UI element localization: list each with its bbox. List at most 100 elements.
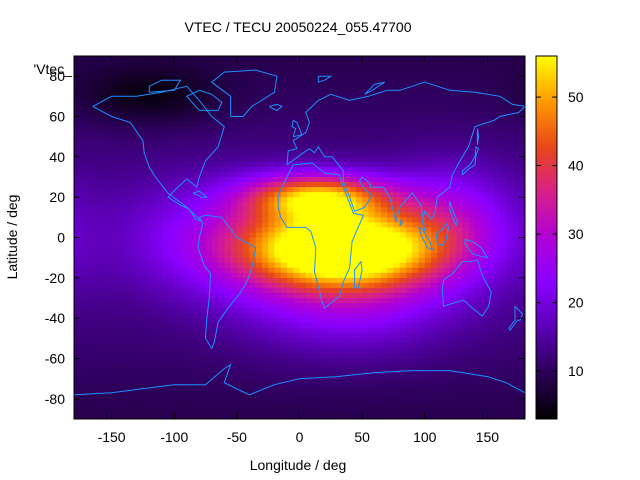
heat-cell: [424, 116, 432, 123]
heat-cell: [261, 207, 269, 213]
heat-cell: [499, 328, 507, 334]
heat-cell: [506, 393, 514, 400]
heat-cell: [261, 71, 269, 77]
heat-cell: [105, 298, 113, 304]
heat-cell: [180, 227, 188, 234]
heat-cell: [86, 96, 94, 102]
heat-cell: [130, 227, 138, 234]
heat-cell: [211, 398, 219, 405]
heat-cell: [74, 222, 81, 229]
heat-cell: [130, 267, 138, 274]
heat-cell: [149, 368, 157, 375]
heat-cell: [518, 358, 525, 365]
heat-cell: [99, 212, 106, 218]
heat-cell: [111, 388, 119, 395]
heat-cell: [499, 308, 507, 314]
heat-cell: [224, 121, 232, 128]
heat-cell: [443, 378, 451, 385]
heat-cell: [355, 237, 363, 244]
heat-cell: [92, 237, 100, 244]
heat-cell: [443, 121, 451, 128]
heat-cell: [249, 207, 257, 213]
heat-cell: [330, 207, 338, 213]
heat-cell: [468, 272, 476, 279]
heat-cell: [180, 146, 188, 153]
heat-cell: [431, 373, 438, 380]
heat-cell: [499, 313, 507, 319]
heat-cell: [437, 91, 445, 97]
heat-cell: [117, 318, 125, 324]
heat-cell: [99, 227, 106, 234]
heat-cell: [493, 136, 501, 143]
heat-cell: [199, 182, 207, 188]
heat-cell: [437, 177, 445, 183]
heat-cell: [236, 313, 244, 319]
heat-cell: [318, 398, 326, 405]
heat-cell: [142, 151, 150, 158]
heat-cell: [481, 303, 489, 309]
heat-cell: [243, 292, 250, 299]
heat-cell: [330, 121, 338, 128]
heat-cell: [499, 267, 507, 274]
heat-cell: [312, 388, 319, 395]
heat-cell: [299, 202, 307, 208]
heat-cell: [318, 121, 326, 128]
heat-cell: [349, 217, 357, 223]
heat-cell: [299, 323, 307, 329]
heat-cell: [130, 161, 138, 168]
heat-cell: [180, 197, 188, 203]
heat-cell: [312, 363, 319, 370]
heat-cell: [274, 323, 282, 329]
heat-cell: [92, 313, 100, 319]
heat-cell: [286, 187, 294, 193]
heat-cell: [462, 61, 470, 67]
heat-cell: [80, 56, 88, 62]
heat-cell: [393, 353, 401, 360]
heat-cell: [518, 363, 525, 370]
heat-cell: [205, 207, 213, 213]
heat-cell: [193, 368, 200, 375]
heat-cell: [92, 363, 100, 370]
heat-cell: [374, 292, 382, 299]
heat-cell: [193, 232, 200, 239]
heat-cell: [230, 76, 238, 82]
heat-cell: [136, 393, 144, 400]
heat-cell: [355, 358, 363, 365]
heat-cell: [243, 313, 250, 319]
heat-cell: [456, 353, 463, 360]
heat-cell: [462, 141, 470, 148]
heat-cell: [105, 328, 113, 334]
heat-cell: [224, 398, 232, 405]
heat-cell: [374, 126, 382, 133]
heat-cell: [343, 267, 351, 274]
heat-cell: [249, 136, 257, 143]
heat-cell: [299, 308, 307, 314]
heat-cell: [280, 222, 288, 229]
heat-cell: [330, 363, 338, 370]
heat-cell: [205, 252, 213, 259]
heat-cell: [368, 398, 376, 405]
heat-cell: [443, 217, 451, 223]
heat-cell: [161, 287, 169, 294]
heat-cell: [405, 277, 413, 284]
heat-cell: [355, 91, 363, 97]
heat-cell: [499, 252, 507, 259]
heat-cell: [437, 277, 445, 284]
heat-cell: [149, 313, 157, 319]
heat-cell: [380, 272, 388, 279]
heat-cell: [437, 222, 445, 229]
heat-cell: [180, 182, 188, 188]
heat-cell: [86, 141, 94, 148]
heat-cell: [261, 313, 269, 319]
heat-cell: [443, 318, 451, 324]
heat-cell: [261, 267, 269, 274]
heat-cell: [368, 287, 376, 294]
heat-cell: [280, 247, 288, 254]
heat-cell: [218, 373, 225, 380]
heat-cell: [330, 56, 338, 62]
heat-cell: [337, 166, 344, 173]
heat-cell: [468, 182, 476, 188]
heat-cell: [186, 262, 194, 269]
heat-cell: [431, 343, 438, 350]
heat-cell: [437, 156, 445, 163]
